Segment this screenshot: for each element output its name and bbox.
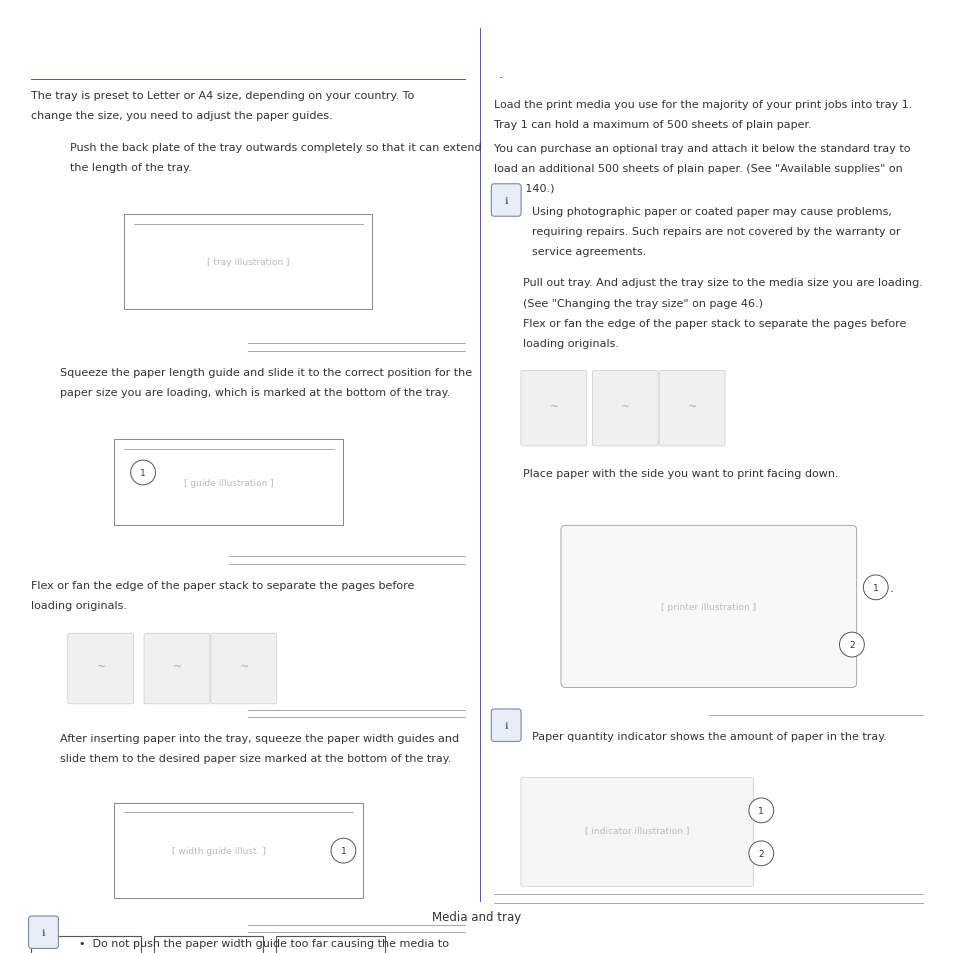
Text: [ width guide illust. ]: [ width guide illust. ] bbox=[172, 846, 266, 855]
Text: paper size you are loading, which is marked at the bottom of the tray.: paper size you are loading, which is mar… bbox=[60, 388, 450, 397]
Text: ~: ~ bbox=[172, 661, 182, 672]
Text: slide them to the desired paper size marked at the bottom of the tray.: slide them to the desired paper size mar… bbox=[60, 754, 451, 763]
Text: 1: 1 bbox=[872, 583, 878, 592]
Text: change the size, you need to adjust the paper guides.: change the size, you need to adjust the … bbox=[31, 111, 333, 120]
Text: The tray is preset to Letter or A4 size, depending on your country. To: The tray is preset to Letter or A4 size,… bbox=[31, 91, 415, 100]
Circle shape bbox=[331, 839, 355, 863]
Text: Using photographic paper or coated paper may cause problems,: Using photographic paper or coated paper… bbox=[532, 207, 891, 216]
FancyBboxPatch shape bbox=[659, 371, 724, 446]
Text: loading originals.: loading originals. bbox=[31, 600, 128, 611]
Text: ~: ~ bbox=[687, 401, 697, 412]
Bar bbox=[31, 936, 141, 953]
FancyBboxPatch shape bbox=[211, 634, 276, 704]
Text: the length of the tray.: the length of the tray. bbox=[70, 163, 192, 172]
Text: 1: 1 bbox=[340, 846, 346, 855]
Text: ℹ: ℹ bbox=[504, 196, 507, 205]
FancyBboxPatch shape bbox=[592, 371, 658, 446]
Text: Flex or fan the edge of the paper stack to separate the pages before: Flex or fan the edge of the paper stack … bbox=[31, 580, 415, 591]
Text: .: . bbox=[498, 68, 502, 81]
Text: service agreements.: service agreements. bbox=[532, 247, 646, 256]
Bar bbox=[275, 936, 385, 953]
Text: ℹ: ℹ bbox=[42, 927, 45, 937]
FancyBboxPatch shape bbox=[29, 916, 58, 948]
Text: page 140.): page 140.) bbox=[494, 184, 554, 194]
Text: Push the back plate of the tray outwards completely so that it can extend: Push the back plate of the tray outwards… bbox=[70, 143, 480, 152]
Text: ~: ~ bbox=[620, 401, 630, 412]
Text: (See "Changing the tray size" on page 46.): (See "Changing the tray size" on page 46… bbox=[522, 298, 762, 308]
Text: load an additional 500 sheets of plain paper. (See "Available supplies" on: load an additional 500 sheets of plain p… bbox=[494, 164, 902, 174]
Bar bbox=[114, 803, 362, 899]
Text: Load the print media you use for the majority of your print jobs into tray 1.: Load the print media you use for the maj… bbox=[494, 100, 912, 110]
Circle shape bbox=[862, 576, 887, 600]
Text: ℹ: ℹ bbox=[504, 720, 507, 730]
Text: 2: 2 bbox=[758, 849, 763, 858]
Text: [ printer illustration ]: [ printer illustration ] bbox=[660, 602, 756, 611]
Text: .: . bbox=[889, 581, 893, 595]
FancyBboxPatch shape bbox=[560, 526, 856, 688]
Text: 2: 2 bbox=[848, 640, 854, 649]
Text: ~: ~ bbox=[96, 661, 106, 672]
Text: Flex or fan the edge of the paper stack to separate the pages before: Flex or fan the edge of the paper stack … bbox=[522, 318, 905, 328]
Bar bbox=[153, 936, 263, 953]
Text: Place paper with the side you want to print facing down.: Place paper with the side you want to pr… bbox=[522, 468, 838, 478]
Circle shape bbox=[839, 633, 863, 658]
Text: 1: 1 bbox=[758, 806, 763, 815]
FancyBboxPatch shape bbox=[491, 709, 520, 741]
FancyBboxPatch shape bbox=[520, 371, 586, 446]
FancyBboxPatch shape bbox=[520, 778, 753, 886]
Circle shape bbox=[131, 460, 155, 485]
Text: •  Do not push the paper width guide too far causing the media to: • Do not push the paper width guide too … bbox=[79, 938, 449, 948]
Text: [ indicator illustration ]: [ indicator illustration ] bbox=[584, 825, 689, 834]
Text: Pull out tray. And adjust the tray size to the media size you are loading.: Pull out tray. And adjust the tray size … bbox=[522, 278, 922, 288]
Text: Media and tray: Media and tray bbox=[432, 910, 521, 923]
Text: Paper quantity indicator shows the amount of paper in the tray.: Paper quantity indicator shows the amoun… bbox=[532, 731, 886, 741]
Text: requiring repairs. Such repairs are not covered by the warranty or: requiring repairs. Such repairs are not … bbox=[532, 227, 900, 236]
Text: Squeeze the paper length guide and slide it to the correct position for the: Squeeze the paper length guide and slide… bbox=[60, 368, 472, 377]
FancyBboxPatch shape bbox=[68, 634, 133, 704]
Bar bbox=[124, 214, 372, 310]
FancyBboxPatch shape bbox=[144, 634, 210, 704]
FancyBboxPatch shape bbox=[491, 185, 520, 217]
Bar bbox=[114, 439, 343, 525]
Text: ~: ~ bbox=[549, 401, 558, 412]
Text: Tray 1 can hold a maximum of 500 sheets of plain paper.: Tray 1 can hold a maximum of 500 sheets … bbox=[494, 120, 811, 130]
Circle shape bbox=[748, 799, 773, 823]
Text: You can purchase an optional tray and attach it below the standard tray to: You can purchase an optional tray and at… bbox=[494, 144, 910, 154]
Text: [ tray illustration ]: [ tray illustration ] bbox=[207, 258, 289, 267]
Text: [ guide illustration ]: [ guide illustration ] bbox=[184, 478, 274, 487]
Circle shape bbox=[748, 841, 773, 866]
Text: loading originals.: loading originals. bbox=[522, 338, 618, 348]
Text: ~: ~ bbox=[239, 661, 249, 672]
Text: After inserting paper into the tray, squeeze the paper width guides and: After inserting paper into the tray, squ… bbox=[60, 734, 458, 743]
Text: 1: 1 bbox=[140, 469, 146, 477]
